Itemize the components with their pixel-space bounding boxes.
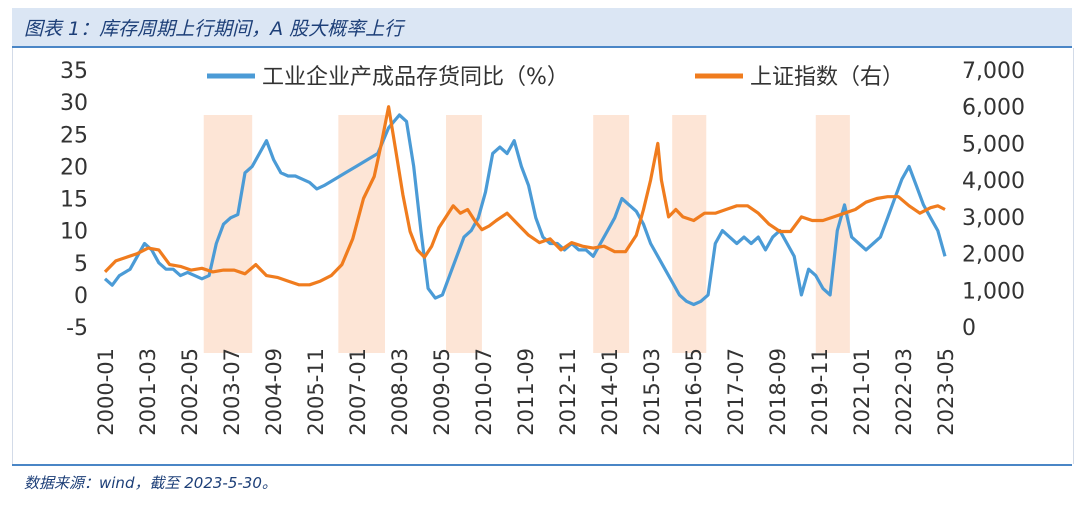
right-tick-label: 2,000	[962, 243, 1025, 268]
shaded-period-6	[815, 115, 850, 353]
shaded-periods	[203, 115, 850, 353]
x-tick-label: 2011-09	[514, 348, 538, 436]
x-axis-ticks: 2000-01 2001-03 2002-05 2003-07 2004-09 2005-…	[94, 348, 958, 436]
x-tick-label: 2010-07	[472, 348, 496, 436]
x-tick-label: 2015-03	[640, 348, 664, 436]
left-tick-label: 10	[60, 220, 88, 245]
left-tick-label: 35	[60, 59, 88, 84]
x-tick-label: 2012-11	[556, 348, 580, 436]
shanghai-index-line	[103, 105, 946, 287]
x-tick-label: 2005-11	[304, 348, 328, 436]
left-tick-label: 0	[74, 284, 88, 309]
figure-title: 图表 1：库存周期上行期间，A 股大概率上行	[24, 18, 404, 40]
x-tick-label: 2022-03	[892, 348, 916, 436]
x-tick-label: 2007-01	[346, 348, 370, 436]
x-tick-label: 2001-03	[136, 348, 160, 436]
left-tick-label: -5	[66, 316, 88, 341]
legend-label-index: 上证指数（右）	[750, 65, 904, 90]
legend: 工业企业产成品存货同比（%） 上证指数（右）	[207, 65, 904, 90]
x-tick-label: 2003-07	[220, 348, 244, 436]
left-tick-label: 25	[60, 123, 88, 148]
x-tick-label: 2023-05	[934, 348, 958, 436]
right-tick-label: 7,000	[962, 59, 1025, 84]
x-tick-label: 2018-09	[766, 348, 790, 436]
shaded-period-4	[593, 115, 630, 353]
right-tick-label: 5,000	[962, 132, 1025, 157]
x-tick-label: 2008-03	[388, 348, 412, 436]
x-tick-label: 2017-07	[724, 348, 748, 436]
right-tick-label: 4,000	[962, 169, 1025, 194]
left-tick-label: 15	[60, 188, 88, 213]
shaded-period-3	[446, 115, 482, 353]
left-tick-label: 20	[60, 155, 88, 180]
x-tick-label: 2019-11	[808, 348, 832, 436]
right-tick-label: 1,000	[962, 279, 1025, 304]
left-axis-ticks: -5 0 5 10 15 20 25 30 35	[60, 59, 88, 341]
x-tick-label: 2014-01	[598, 348, 622, 436]
x-tick-label: 2009-05	[430, 348, 454, 436]
legend-label-inventory: 工业企业产成品存货同比（%）	[262, 65, 569, 90]
chart-frame	[12, 48, 1074, 464]
left-tick-label: 5	[74, 252, 88, 277]
x-tick-label: 2000-01	[94, 348, 118, 436]
right-tick-label: 0	[962, 316, 976, 341]
shaded-period-5	[672, 115, 707, 353]
left-tick-label: 30	[60, 91, 88, 116]
shaded-period-1	[203, 115, 253, 353]
source-note: 数据来源：wind，截至 2023-5-30。	[24, 474, 277, 492]
x-tick-label: 2002-05	[178, 348, 202, 436]
title-bar: 图表 1：库存周期上行期间，A 股大概率上行	[12, 8, 1072, 48]
source-bar: 数据来源：wind，截至 2023-5-30。	[12, 464, 1072, 498]
right-tick-label: 6,000	[962, 96, 1025, 121]
x-tick-label: 2021-01	[850, 348, 874, 436]
right-axis-ticks: 0 1,000 2,000 3,000 4,000 5,000 6,000 7,000	[962, 59, 1025, 341]
series-lines	[103, 105, 947, 307]
inventory-yoy-line	[103, 113, 947, 307]
x-tick-label: 2004-09	[262, 348, 286, 436]
right-tick-label: 3,000	[962, 206, 1025, 231]
x-tick-label: 2016-05	[682, 348, 706, 436]
